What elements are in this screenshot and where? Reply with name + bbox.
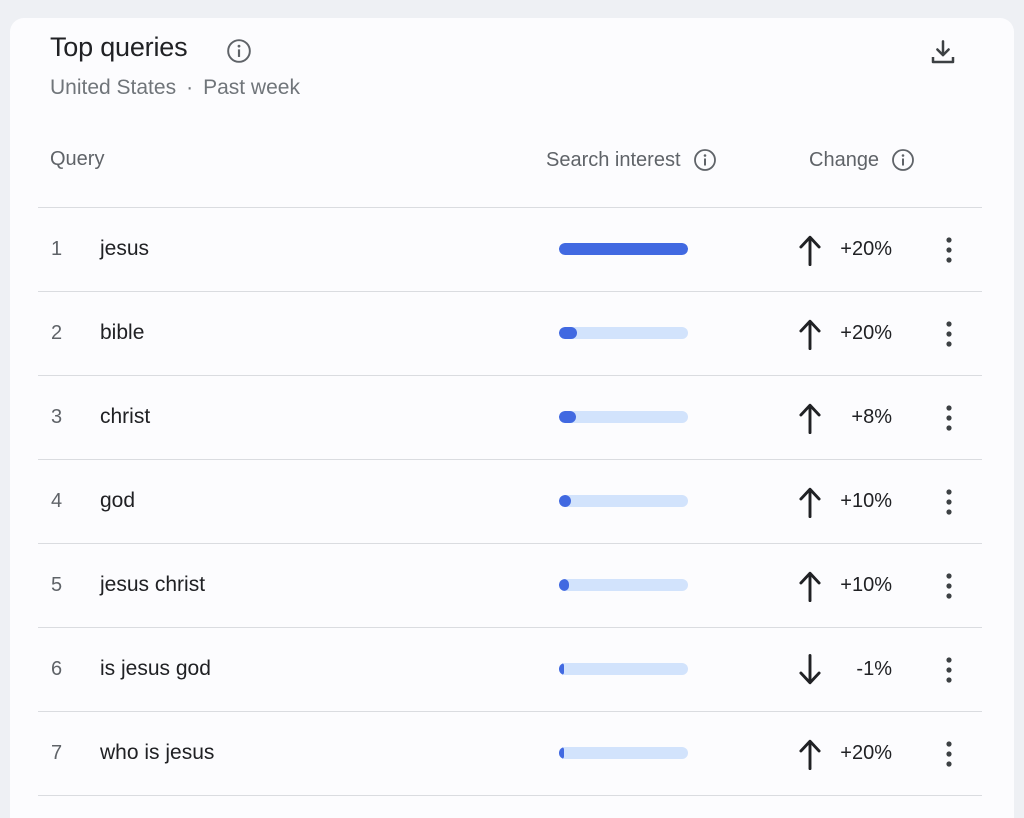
row-change-value: +20% — [840, 238, 892, 260]
more-vert-icon — [946, 237, 952, 263]
row-change-value: -1% — [856, 658, 892, 680]
arrow-up-icon — [799, 571, 821, 603]
table-row[interactable]: 7 who is jesus +20% — [38, 712, 982, 796]
more-vert-icon — [946, 321, 952, 347]
table-row[interactable]: 1 jesus +20% — [38, 208, 982, 292]
table-row[interactable]: 2 bible +20% — [38, 292, 982, 376]
search-interest-bar — [559, 327, 688, 339]
table-row[interactable]: 3 christ +8% — [38, 376, 982, 460]
search-interest-bar — [559, 243, 688, 255]
arrow-up-icon — [799, 739, 821, 771]
row-more-button[interactable] — [934, 317, 964, 351]
row-change-value: +8% — [851, 406, 892, 428]
search-interest-bar-fill — [559, 327, 578, 339]
period-label: Past week — [203, 76, 300, 99]
row-rank: 2 — [51, 322, 63, 344]
search-interest-bar-fill — [559, 747, 565, 759]
row-more-button[interactable] — [934, 737, 964, 771]
search-interest-bar — [559, 747, 688, 759]
row-query-link[interactable]: jesus — [100, 237, 150, 260]
row-change-value: +10% — [840, 574, 892, 596]
arrow-up-icon — [799, 319, 821, 351]
column-header-search-interest-label: Search interest — [546, 148, 681, 171]
download-button[interactable] — [925, 34, 961, 70]
row-change-value: +20% — [840, 742, 892, 764]
card-subtitle: United States · Past week — [50, 76, 300, 100]
arrow-down-icon — [799, 653, 821, 685]
row-more-button[interactable] — [934, 569, 964, 603]
row-rank: 3 — [51, 406, 63, 428]
top-queries-card: Top queries United States · Past week Qu… — [10, 18, 1014, 818]
search-interest-bar — [559, 663, 688, 675]
column-header-query: Query — [50, 148, 104, 171]
arrow-up-icon — [799, 235, 821, 267]
arrow-up-icon — [799, 403, 821, 435]
search-interest-bar-fill — [559, 411, 576, 423]
row-query-link[interactable]: is jesus god — [100, 657, 211, 680]
table-row[interactable]: 5 jesus christ +10% — [38, 544, 982, 628]
column-header-query-label: Query — [50, 148, 105, 170]
more-vert-icon — [946, 573, 952, 599]
table-row[interactable]: 4 god +10% — [38, 460, 982, 544]
search-interest-bar-fill — [559, 243, 688, 255]
row-more-button[interactable] — [934, 401, 964, 435]
row-query-link[interactable]: christ — [100, 405, 151, 428]
card-title: Top queries — [50, 32, 188, 62]
row-more-button[interactable] — [934, 485, 964, 519]
row-change-value: +10% — [840, 490, 892, 512]
more-vert-icon — [946, 405, 952, 431]
column-header-change: Change — [809, 148, 915, 172]
search-interest-bar — [559, 411, 688, 423]
row-more-button[interactable] — [934, 233, 964, 267]
more-vert-icon — [946, 657, 952, 683]
row-rank: 5 — [51, 574, 63, 596]
info-icon[interactable] — [693, 148, 717, 172]
region-label: United States — [50, 76, 177, 99]
search-interest-bar-fill — [559, 495, 571, 507]
row-rank: 1 — [51, 238, 63, 260]
row-change-value: +20% — [840, 322, 892, 344]
info-icon[interactable] — [891, 148, 915, 172]
info-icon[interactable] — [226, 38, 252, 64]
search-interest-bar — [559, 495, 688, 507]
search-interest-bar-fill — [559, 663, 565, 675]
search-interest-bar — [559, 579, 688, 591]
row-query-link[interactable]: god — [100, 489, 136, 512]
row-query-link[interactable]: bible — [100, 321, 145, 344]
row-more-button[interactable] — [934, 653, 964, 687]
download-icon — [931, 40, 955, 64]
search-interest-bar-fill — [559, 579, 570, 591]
query-table: 1 jesus +20% 2 bible +20% — [38, 207, 982, 796]
more-vert-icon — [946, 741, 952, 767]
row-rank: 7 — [51, 742, 63, 764]
row-rank: 4 — [51, 490, 63, 512]
arrow-up-icon — [799, 487, 821, 519]
column-header-change-label: Change — [809, 148, 880, 171]
column-header-search-interest: Search interest — [546, 148, 717, 172]
more-vert-icon — [946, 489, 952, 515]
row-query-link[interactable]: jesus christ — [100, 573, 206, 596]
table-row[interactable]: 6 is jesus god -1% — [38, 628, 982, 712]
row-rank: 6 — [51, 658, 63, 680]
subtitle-separator: · — [186, 76, 194, 99]
row-query-link[interactable]: who is jesus — [100, 741, 215, 764]
